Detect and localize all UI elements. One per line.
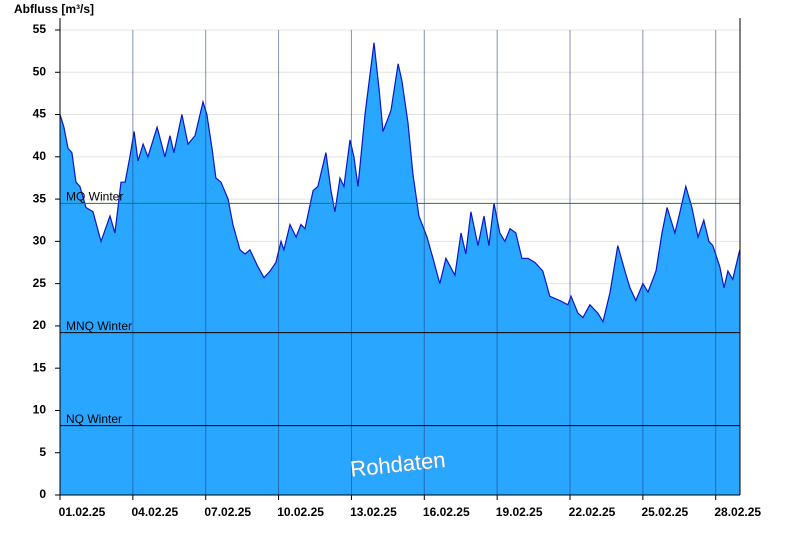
x-tick-label: 13.02.25 <box>350 505 397 519</box>
x-tick-label: 07.02.25 <box>204 505 251 519</box>
x-tick-label: 10.02.25 <box>277 505 324 519</box>
y-tick-label: 45 <box>33 107 47 121</box>
reference-label: MNQ Winter <box>66 319 132 333</box>
reference-label: MQ Winter <box>66 189 123 203</box>
x-tick-label: 28.02.25 <box>714 505 761 519</box>
y-tick-label: 5 <box>39 445 46 459</box>
area <box>60 42 740 495</box>
y-tick-label: 55 <box>33 22 47 36</box>
y-axis-label: Abfluss [m³/s] <box>14 2 94 16</box>
y-tick-label: 10 <box>33 403 47 417</box>
y-tick-label: 15 <box>33 360 47 374</box>
y-tick-label: 0 <box>39 487 46 501</box>
y-tick-label: 50 <box>33 64 47 78</box>
x-tick-label: 16.02.25 <box>423 505 470 519</box>
x-tick-label: 01.02.25 <box>59 505 106 519</box>
x-tick-label: 04.02.25 <box>131 505 178 519</box>
line <box>59 42 741 324</box>
y-tick-label: 20 <box>33 318 47 332</box>
x-tick-label: 25.02.25 <box>641 505 688 519</box>
y-tick-label: 35 <box>33 191 47 205</box>
x-tick-label: 19.02.25 <box>496 505 543 519</box>
x-tick-label: 22.02.25 <box>569 505 616 519</box>
y-tick-label: 40 <box>33 149 47 163</box>
y-tick-label: 30 <box>33 234 47 248</box>
reference-label: NQ Winter <box>66 412 122 426</box>
y-tick-label: 25 <box>33 276 47 290</box>
